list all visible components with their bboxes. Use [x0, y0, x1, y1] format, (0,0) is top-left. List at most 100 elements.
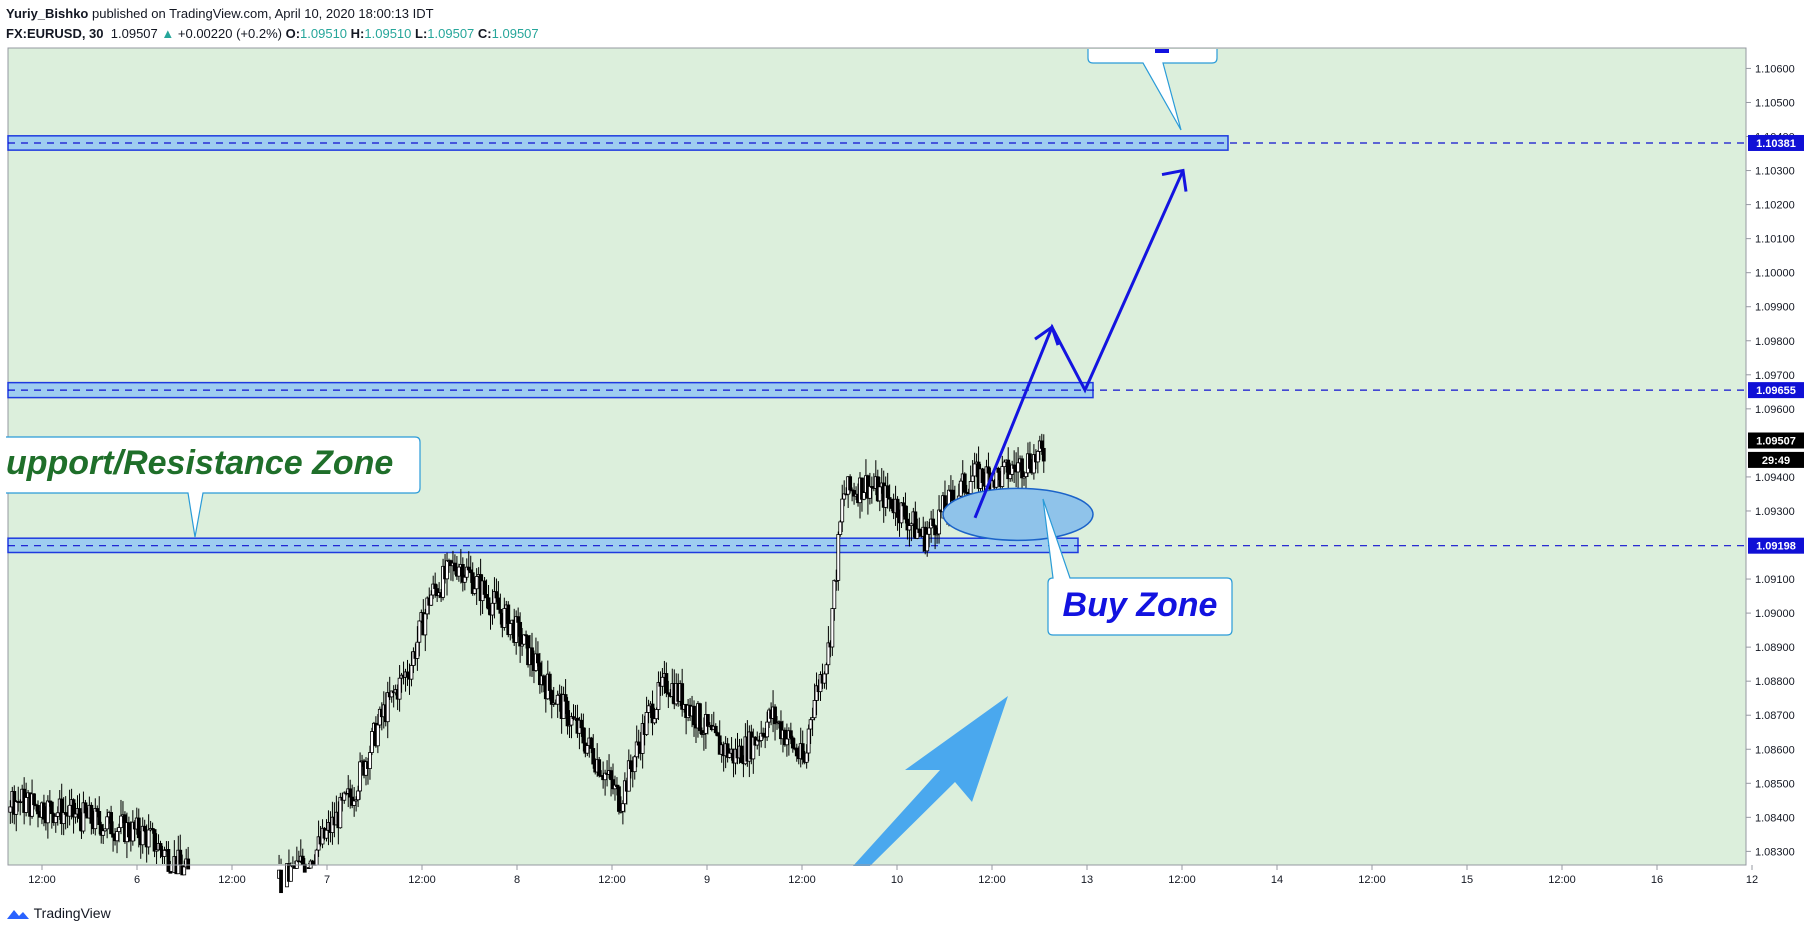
- candle-body: [95, 808, 100, 812]
- candle-body: [182, 866, 187, 876]
- author-name[interactable]: Yuriy_Bishko: [6, 6, 89, 21]
- close-label: C:: [477, 26, 492, 41]
- candle-body: [375, 724, 380, 747]
- candle-body: [405, 671, 410, 678]
- candle-body: [67, 804, 72, 817]
- footer-brand[interactable]: TradingView: [6, 905, 111, 921]
- candle-body: [126, 822, 131, 838]
- candle-body: [555, 694, 560, 705]
- candle-body: [300, 855, 305, 865]
- candle-body: [162, 849, 167, 857]
- price-label-box: [1748, 451, 1804, 468]
- price-label-text: 1.10381: [1756, 138, 1796, 150]
- price-tick-label: 1.09600: [1755, 404, 1795, 416]
- candle-body: [484, 594, 489, 599]
- candle-body: [1020, 458, 1024, 479]
- change-arrow-icon: ▲: [161, 26, 175, 41]
- candle-body: [609, 770, 613, 781]
- candle-body: [462, 576, 467, 583]
- candle-body: [632, 756, 637, 773]
- time-tick-label: 12:00: [1168, 874, 1196, 886]
- candle-body: [972, 463, 977, 477]
- candle-body: [968, 481, 973, 494]
- candle-body: [790, 737, 795, 749]
- buy-zone-callout[interactable]: Buy Zone: [1042, 498, 1233, 636]
- candle-body: [146, 829, 151, 848]
- candle-body: [885, 485, 890, 498]
- price-label-box: [1748, 382, 1804, 399]
- time-tick-label: 9: [704, 874, 710, 886]
- last-price: 1.09507: [110, 26, 158, 41]
- big-up-arrow-icon: [853, 696, 1008, 866]
- price-tick-label: 1.10100: [1755, 234, 1795, 246]
- candle-body: [656, 682, 661, 710]
- candle-body: [77, 808, 82, 819]
- candle-body: [385, 692, 390, 723]
- candle-body: [751, 736, 756, 760]
- candle-body: [464, 566, 469, 578]
- candle-body: [549, 690, 554, 705]
- candle-body: [739, 745, 744, 763]
- candle-body: [520, 643, 525, 647]
- candle-body: [168, 871, 173, 874]
- candle-body: [105, 816, 110, 830]
- published-text: published on TradingView.com, April 10, …: [88, 6, 434, 21]
- candle-body: [53, 815, 58, 824]
- candle-body: [840, 498, 845, 523]
- candle-body: [808, 719, 813, 730]
- candle-body: [901, 502, 906, 507]
- time-tick-label: 12:00: [1358, 874, 1386, 886]
- candle-body: [727, 752, 732, 758]
- target-callout[interactable]: [1087, 49, 1218, 131]
- support-resistance-callout[interactable]: upport/Resistance Zone: [6, 436, 421, 538]
- candle-body: [152, 829, 157, 852]
- candle-body: [115, 831, 119, 842]
- candle-body: [1002, 461, 1007, 467]
- candle-body: [1035, 450, 1040, 463]
- candle-body: [453, 562, 457, 572]
- candle-body: [73, 813, 78, 818]
- price-tick-label: 1.08600: [1755, 744, 1795, 756]
- high-value: 1.09510: [364, 26, 412, 41]
- price-tick-label: 1.08300: [1755, 846, 1795, 858]
- symbol-info: FX:EURUSD, 30 1.09507 ▲ +0.00220 (+0.2%)…: [6, 26, 539, 41]
- candle-body: [565, 700, 570, 727]
- price-tick-label: 1.09400: [1755, 472, 1795, 484]
- candle-body: [541, 675, 546, 686]
- candle-body: [812, 700, 817, 719]
- candle-body: [591, 748, 596, 765]
- symbol-label[interactable]: FX:EURUSD, 30: [6, 26, 104, 41]
- open-label: O:: [285, 26, 301, 41]
- candle-body: [89, 804, 94, 824]
- candle-body: [715, 732, 720, 737]
- candle-body: [49, 801, 54, 815]
- candle-body: [368, 752, 372, 769]
- forecast-path-line[interactable]: [973, 169, 1185, 519]
- candle-body: [136, 817, 141, 839]
- buy-zone-ellipse[interactable]: [942, 487, 1094, 542]
- candle-body: [36, 805, 40, 815]
- time-tick-label: 12:00: [1548, 874, 1576, 886]
- candle-body: [646, 705, 651, 713]
- candle-body: [887, 497, 892, 500]
- time-tick-label: 16: [1651, 874, 1663, 886]
- candle-body: [1012, 464, 1017, 469]
- candle-body: [93, 808, 98, 830]
- candle-body: [1016, 462, 1020, 473]
- price-label-text: 1.09655: [1756, 385, 1796, 397]
- candle-body: [986, 466, 991, 474]
- candle-body: [289, 865, 293, 882]
- candle-body: [927, 527, 932, 535]
- price-tick-label: 1.09000: [1755, 608, 1795, 620]
- candle-body: [806, 728, 811, 754]
- candle-body: [636, 741, 641, 746]
- time-tick-label: 8: [514, 874, 520, 886]
- candle-body: [838, 521, 843, 535]
- candle-body: [508, 623, 513, 636]
- candle-body: [42, 802, 46, 820]
- candle-body: [338, 796, 343, 829]
- price-tick-label: 1.10600: [1755, 63, 1795, 75]
- candle-body: [628, 760, 633, 770]
- candle-body: [109, 812, 114, 835]
